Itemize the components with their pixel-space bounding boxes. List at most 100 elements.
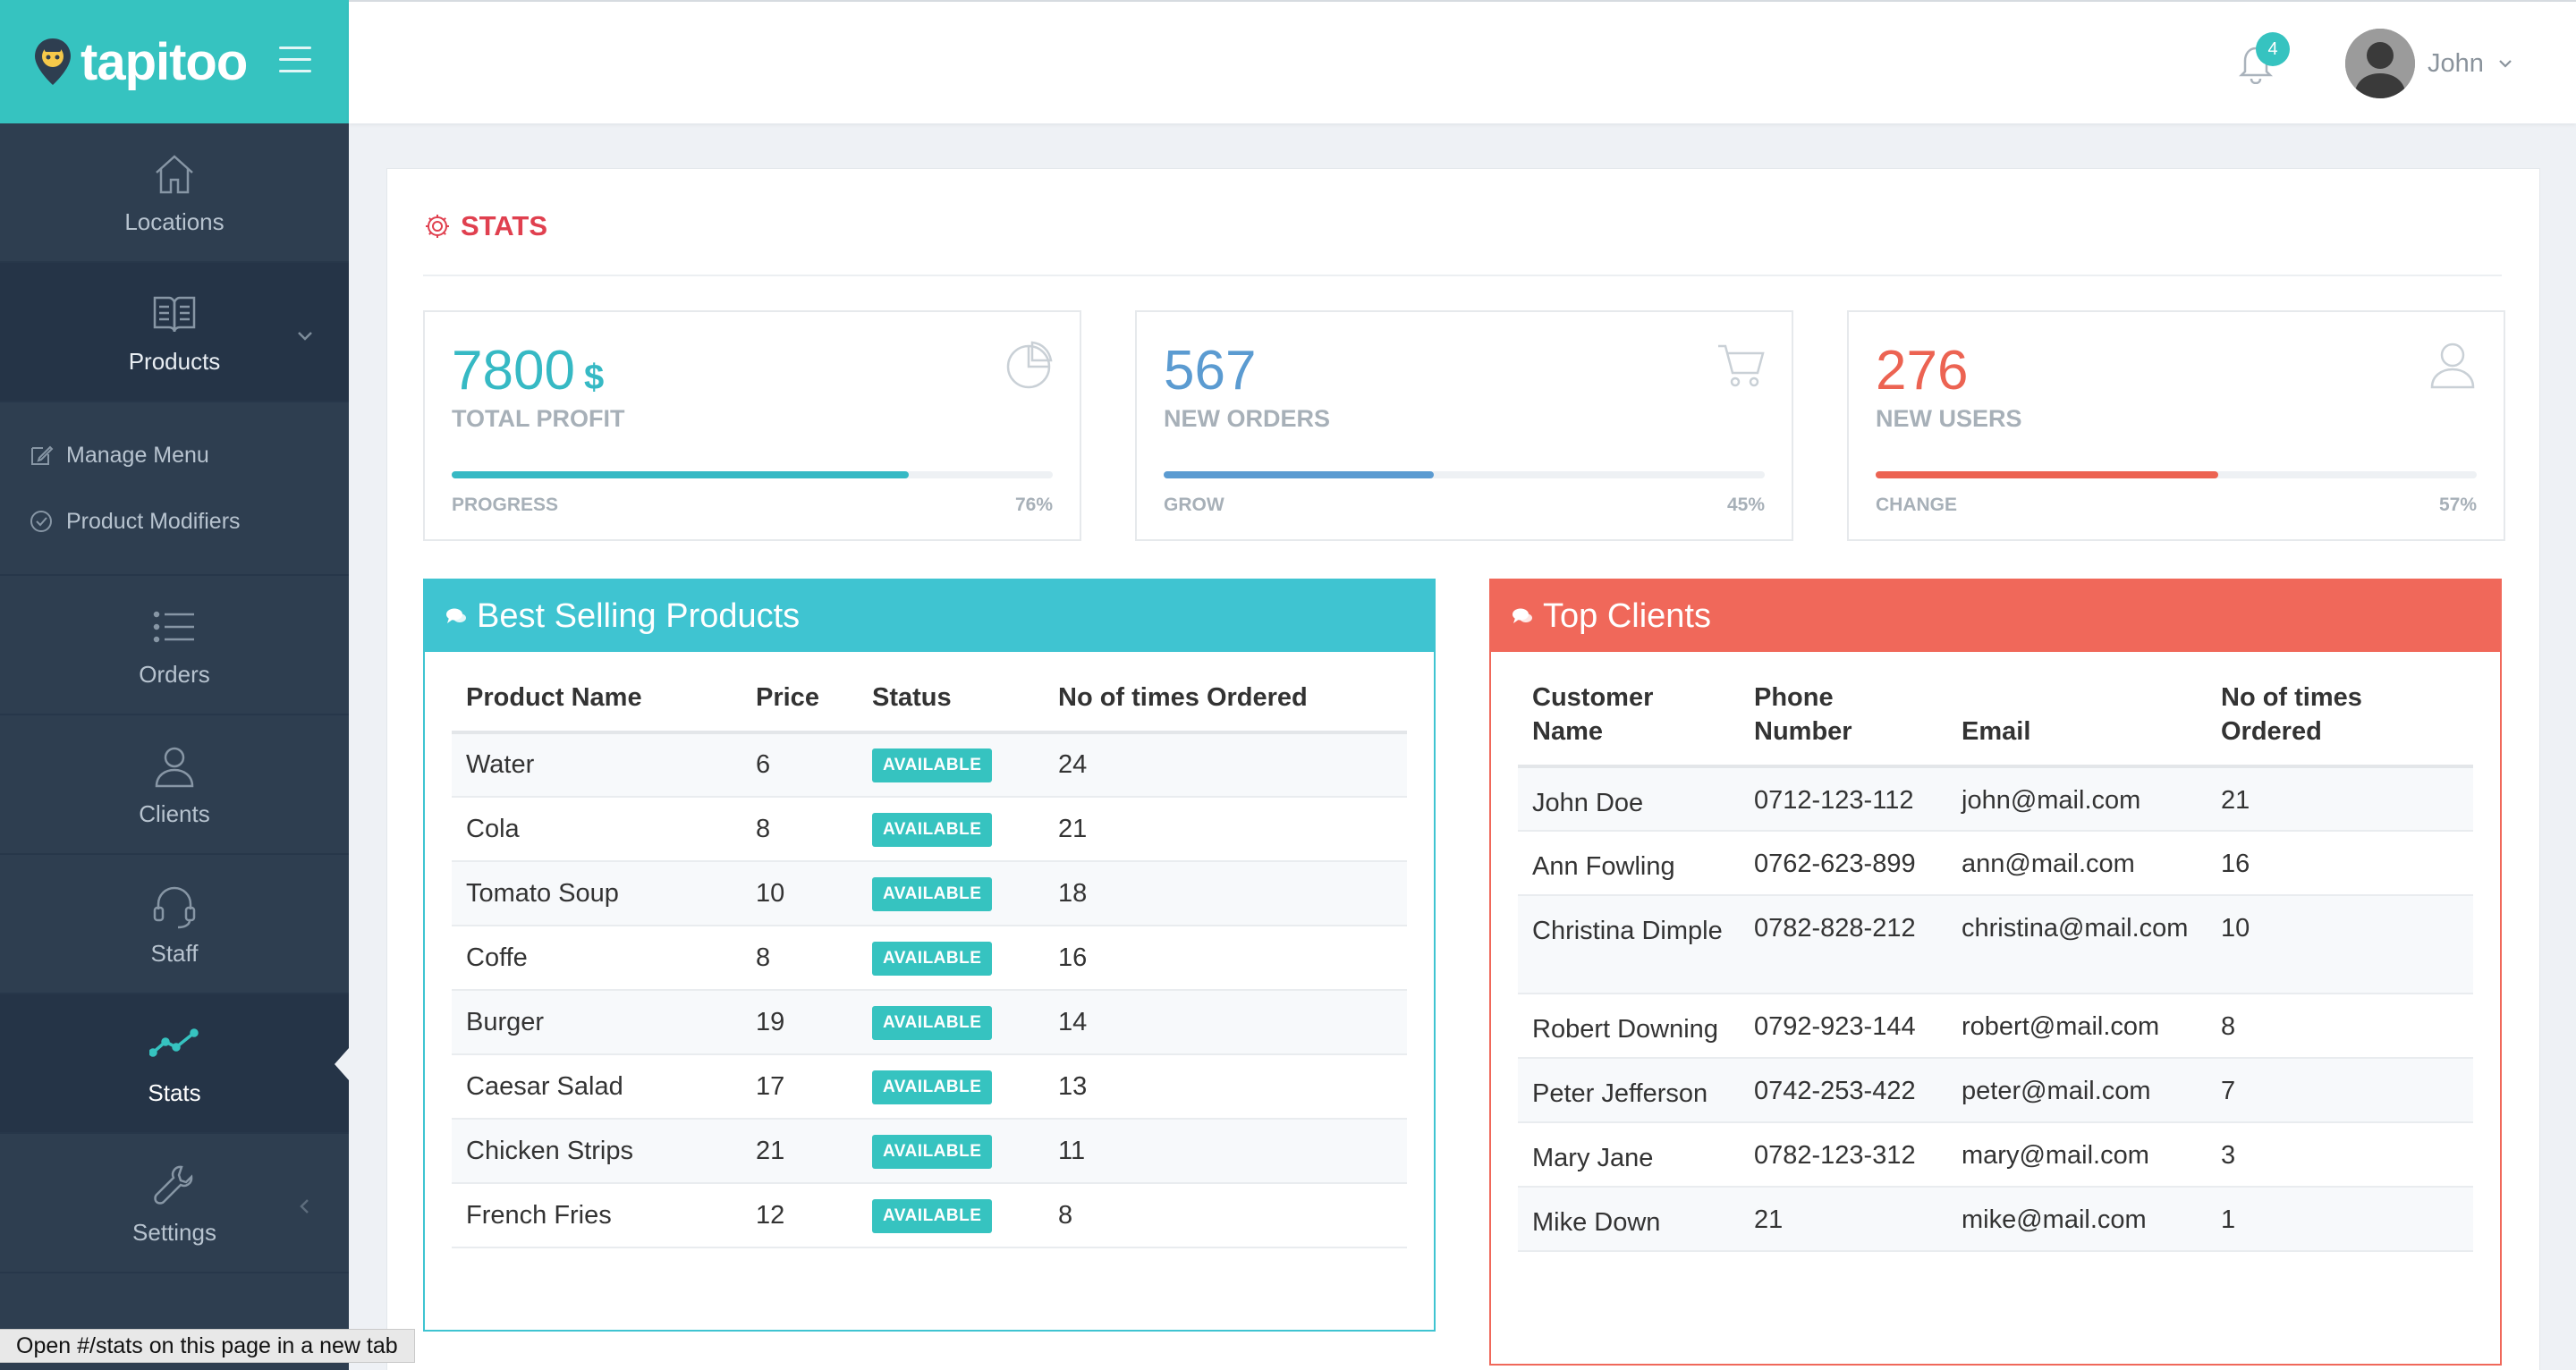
client-name: Mike Down [1518, 1187, 1740, 1252]
gear-icon [426, 215, 449, 238]
product-ordered-count: 13 [1044, 1054, 1407, 1120]
status-badge: AVAILABLE [872, 941, 993, 976]
users-icon [155, 747, 194, 787]
progress-fill [1876, 471, 2219, 478]
stat-value: 276 [1876, 340, 1969, 402]
client-ordered-count: 1 [2207, 1187, 2473, 1252]
active-pointer [335, 1048, 349, 1080]
sidebar-item-stats[interactable]: Stats [0, 994, 349, 1134]
menu-toggle-icon[interactable] [279, 47, 311, 73]
product-price: 12 [741, 1183, 858, 1248]
status-badge: AVAILABLE [872, 1198, 993, 1233]
product-name: Tomato Soup [452, 861, 741, 926]
client-email: mike@mail.com [1947, 1187, 2207, 1252]
user-icon [2430, 342, 2475, 389]
box-header: Best Selling Products [425, 580, 1434, 652]
status-badge: AVAILABLE [872, 812, 993, 847]
column-header[interactable]: No of times Ordered [2221, 683, 2362, 746]
client-ordered-count: 10 [2207, 895, 2473, 994]
progress-label: PROGRESS [452, 495, 559, 515]
submenu-item-product-modifiers[interactable]: Product Modifiers [0, 488, 349, 554]
product-name: Caesar Salad [452, 1054, 741, 1120]
sidebar-item-label: Products [128, 347, 221, 375]
column-header[interactable]: Price [756, 683, 819, 712]
product-price: 8 [741, 797, 858, 862]
user-menu[interactable]: John [2345, 29, 2514, 98]
table-row: Cola 8 AVAILABLE 21 [452, 797, 1407, 862]
product-ordered-count: 16 [1044, 926, 1407, 991]
edit-icon [31, 445, 54, 465]
product-name: Coffe [452, 926, 741, 991]
browser-status-bar: Open #/stats on this page in a new tab [0, 1329, 415, 1363]
stat-label: NEW ORDERS [1164, 405, 1331, 432]
status-badge: AVAILABLE [872, 1134, 993, 1169]
line-chart-icon [149, 1028, 199, 1057]
client-ordered-count: 7 [2207, 1058, 2473, 1123]
box-title: Top Clients [1543, 596, 1711, 635]
sidebar: tapitoo Locations Products Manage Menu P [0, 0, 349, 1370]
column-header[interactable]: Product Name [466, 683, 642, 712]
column-header[interactable]: Email [1962, 717, 2031, 746]
submenu-item-manage-menu[interactable]: Manage Menu [0, 422, 349, 488]
user-name: John [2428, 48, 2484, 78]
product-price: 17 [741, 1054, 858, 1120]
page-title: STATS [461, 210, 548, 241]
client-name: Robert Downing [1518, 994, 1740, 1059]
client-phone: 0742-253-422 [1740, 1058, 1947, 1123]
chevron-down-icon [298, 332, 312, 341]
product-name: Water [452, 732, 741, 798]
top-clients-box: Top Clients Customer Name Phone Number E… [1489, 579, 2502, 1366]
client-phone: 0712-123-112 [1740, 766, 1947, 832]
client-name: Ann Fowling [1518, 831, 1740, 896]
stat-label: TOTAL PROFIT [452, 405, 625, 432]
progress-percent: 76% [1014, 495, 1053, 515]
table-row: Peter Jefferson 0742-253-422 peter@mail.co… [1518, 1058, 2473, 1123]
products-table-wrap: Product Name Price Status No of times Or… [452, 652, 1407, 1273]
sidebar-item-label: Locations [124, 207, 225, 235]
column-header[interactable]: Status [872, 683, 952, 712]
check-circle-icon [30, 511, 52, 532]
divider [423, 275, 2502, 276]
chevron-left-icon [300, 1199, 309, 1214]
product-ordered-count: 11 [1044, 1119, 1407, 1184]
progress-percent: 57% [2438, 495, 2477, 515]
sidebar-item-settings[interactable]: Settings [0, 1134, 349, 1273]
column-header[interactable]: No of times Ordered [1058, 683, 1308, 712]
list-icon [153, 611, 194, 642]
table-row: Water 6 AVAILABLE 24 [452, 732, 1407, 798]
column-header[interactable]: Phone Number [1754, 683, 1852, 746]
stat-value: 7800 $ [452, 340, 605, 402]
product-status-cell: AVAILABLE [858, 732, 1044, 798]
sidebar-item-staff[interactable]: Staff [0, 855, 349, 994]
progress-fill [452, 471, 909, 478]
product-ordered-count: 24 [1044, 732, 1407, 798]
sidebar-item-products[interactable]: Products [0, 263, 349, 402]
sidebar-item-locations[interactable]: Locations [0, 123, 349, 263]
client-email: robert@mail.com [1947, 994, 2207, 1059]
sidebar-item-label: Settings [132, 1218, 216, 1246]
product-status-cell: AVAILABLE [858, 926, 1044, 991]
box-header: Top Clients [1491, 580, 2500, 652]
client-name: Mary Jane [1518, 1122, 1740, 1188]
home-icon [156, 154, 193, 193]
product-ordered-count: 14 [1044, 990, 1407, 1055]
products-table: Product Name Price Status No of times Or… [452, 652, 1407, 1248]
sidebar-item-clients[interactable]: Clients [0, 715, 349, 855]
table-row: Caesar Salad 17 AVAILABLE 13 [452, 1054, 1407, 1120]
column-header[interactable]: Customer Name [1532, 683, 1654, 746]
status-badge: AVAILABLE [872, 876, 993, 911]
progress-label: GROW [1164, 495, 1224, 515]
product-price: 6 [741, 732, 858, 798]
product-ordered-count: 8 [1044, 1183, 1407, 1248]
client-ordered-count: 16 [2207, 831, 2473, 896]
progress-bar [1164, 471, 1765, 478]
product-price: 10 [741, 861, 858, 926]
brand-bar: tapitoo [0, 0, 349, 123]
client-email: ann@mail.com [1947, 831, 2207, 896]
comments-icon [1513, 608, 1532, 623]
client-email: mary@mail.com [1947, 1122, 2207, 1188]
sidebar-item-orders[interactable]: Orders [0, 576, 349, 715]
comments-icon [446, 608, 466, 623]
client-name: John Doe [1518, 766, 1740, 832]
stat-label: NEW USERS [1876, 405, 2022, 432]
